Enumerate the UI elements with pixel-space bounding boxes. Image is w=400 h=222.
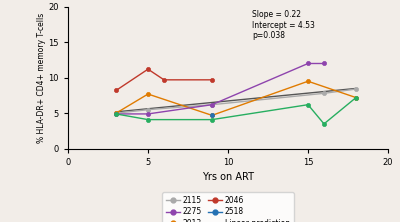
Legend: 2115, 2275, 2013, 2026, 2046, 2518, Linear prediction: 2115, 2275, 2013, 2026, 2046, 2518, Line… [162,192,294,222]
Text: Slope = 0.22
Intercept = 4.53
p=0.038: Slope = 0.22 Intercept = 4.53 p=0.038 [252,10,315,40]
Y-axis label: % HLA-DR+ CD4+ memory T-cells: % HLA-DR+ CD4+ memory T-cells [37,13,46,143]
X-axis label: Yrs on ART: Yrs on ART [202,172,254,182]
